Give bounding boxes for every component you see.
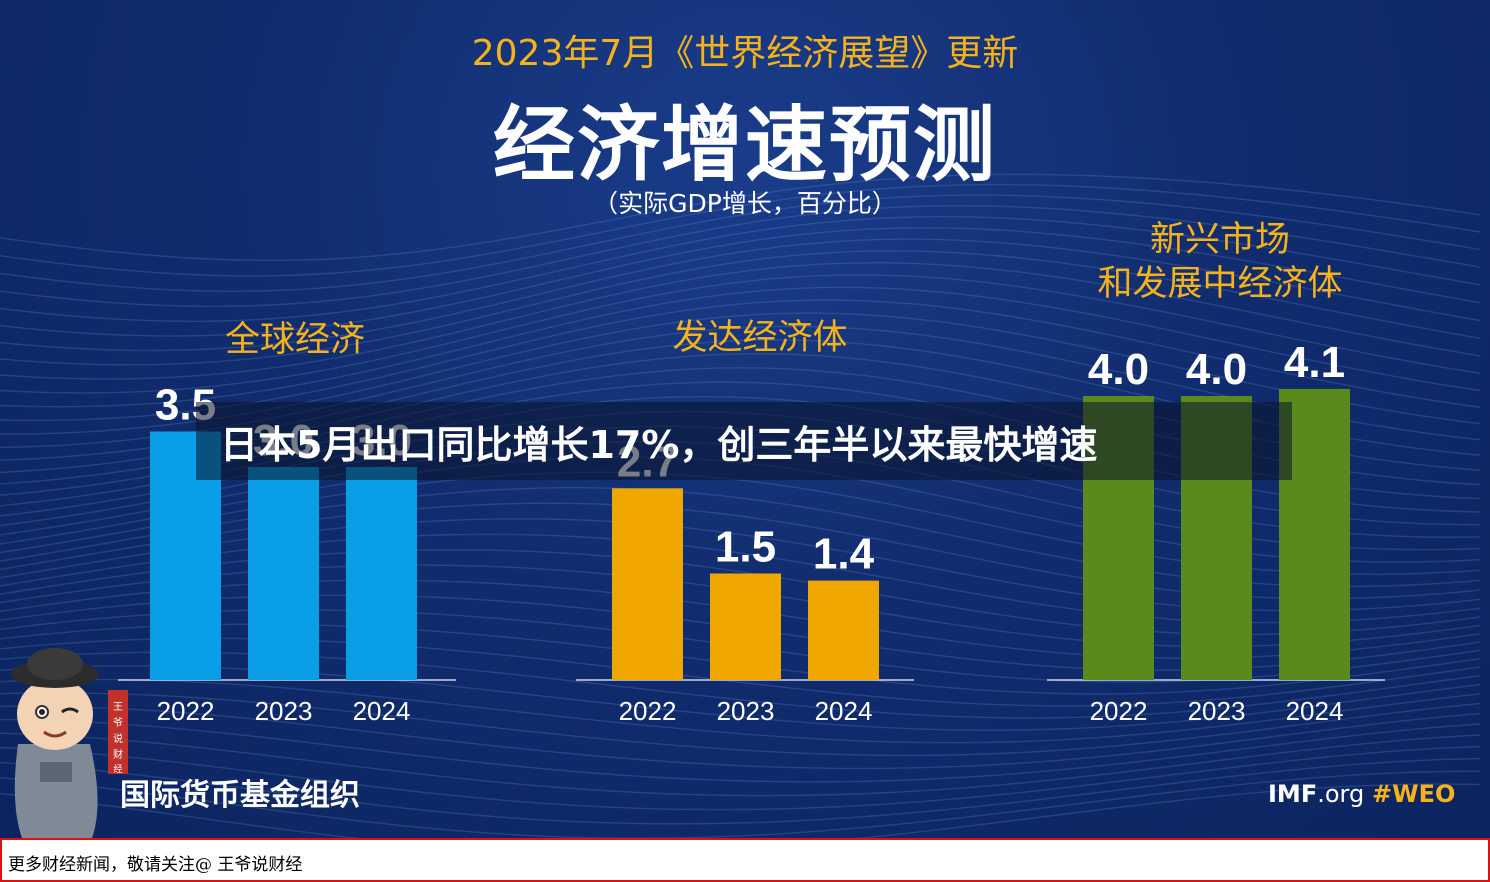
wave-line [0, 651, 1481, 719]
bar [248, 467, 319, 680]
wave-line [0, 745, 1481, 811]
data-label: 4.0 [1186, 345, 1247, 394]
data-label: 4.1 [1284, 338, 1345, 387]
wave-line [0, 205, 1481, 308]
wave-line [0, 692, 1481, 757]
wave-line [0, 286, 1481, 408]
wave-line [0, 665, 1481, 731]
tick-label: 2024 [1286, 696, 1344, 726]
seal-stamp [108, 690, 128, 774]
tick-label: 2023 [255, 696, 313, 726]
page-title: 经济增速预测 [492, 98, 997, 193]
wave-line [0, 678, 1481, 744]
seal-char: 爷 [113, 716, 123, 729]
headline-band [196, 402, 1292, 480]
tick-label: 2023 [717, 696, 775, 726]
wave-line [0, 238, 1481, 352]
infographic: 2023年7月《世界经济展望》更新 经济增速预测 （实际GDP增长，百分比） 全… [0, 0, 1490, 838]
chart-title-emerging-line1: 新兴市场 [1149, 220, 1290, 260]
news-headline: 日本5月出口同比增长17%，创三年半以来最快增速 [220, 423, 1098, 467]
wave-line [0, 215, 1481, 323]
promo-footer: 更多财经新闻，敬请关注@ 王爷说财经 [0, 838, 1490, 882]
imf-logo: IMF.org [1268, 780, 1364, 808]
seal-char: 经 [113, 763, 122, 775]
bar [808, 580, 879, 680]
wave-line [0, 718, 1481, 783]
wave-line [0, 770, 1481, 838]
data-label: 1.5 [715, 523, 776, 572]
wave-line [0, 194, 1481, 292]
tick-label: 2024 [815, 696, 873, 726]
wave-line [0, 183, 1481, 277]
imf-logo-bold: IMF [1268, 780, 1318, 808]
seal-char: 财 [113, 748, 123, 761]
chart-title-emerging-line2: 和发展中经济体 [1097, 264, 1343, 304]
bar [612, 488, 683, 680]
tick-label: 2022 [1090, 696, 1148, 726]
weo-hashtag: #WEO [1372, 780, 1456, 808]
imf-logo-domain: .org [1317, 780, 1365, 808]
wave-line [0, 261, 1481, 380]
tick-label: 2024 [353, 696, 411, 726]
promo-text: 更多财经新闻，敬请关注@ 王爷说财经 [8, 855, 303, 875]
tick-label: 2022 [619, 696, 677, 726]
org-name: 国际货币基金组织 [120, 778, 360, 813]
date-line: 2023年7月《世界经济展望》更新 [471, 33, 1019, 74]
chart-title-global: 全球经济 [224, 320, 365, 360]
wave-line [0, 274, 1481, 394]
bar [710, 573, 781, 680]
wave-line [0, 705, 1481, 770]
chart-title-advanced: 发达经济体 [672, 318, 848, 358]
wave-line [0, 173, 1481, 261]
data-label: 1.4 [813, 530, 875, 579]
wave-line [0, 783, 1481, 838]
tick-label: 2023 [1188, 696, 1246, 726]
tick-label: 2022 [157, 696, 215, 726]
wave-line [0, 250, 1481, 366]
wave-line [0, 757, 1481, 825]
unit-note: （实际GDP增长，百分比） [593, 189, 897, 218]
wave-line [0, 227, 1481, 337]
seal-char: 说 [113, 732, 123, 745]
bar [346, 467, 417, 680]
cartoon-mascot-icon: 王 爷 说 财 经 [11, 648, 128, 838]
wave-line [0, 732, 1481, 797]
seal-char: 王 [113, 702, 123, 713]
data-label: 4.0 [1088, 345, 1149, 394]
wave-line [0, 637, 1481, 707]
